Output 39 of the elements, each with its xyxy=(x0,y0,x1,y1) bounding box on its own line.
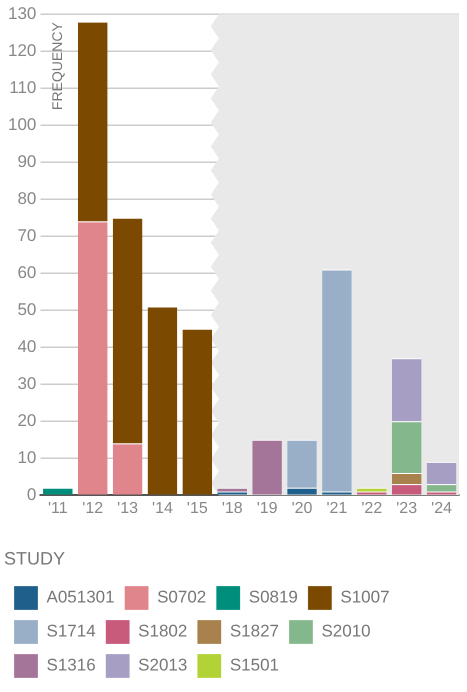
y-tick-label: 50 xyxy=(17,300,36,319)
legend-label: S1802 xyxy=(138,622,188,641)
x-tick-label: '18 xyxy=(222,500,243,518)
y-axis-title: FREQUENCY xyxy=(49,22,66,110)
legend-title: STUDY xyxy=(4,548,66,568)
y-tick-label: 70 xyxy=(17,226,36,245)
y-tick-label: 80 xyxy=(17,188,36,208)
x-tick-label: '12 xyxy=(82,500,104,518)
x-tick-label: '21 xyxy=(326,500,348,518)
legend-label: S1007 xyxy=(340,588,390,607)
x-tick-label: '22 xyxy=(361,500,382,518)
x-tick-label: '20 xyxy=(292,500,313,518)
y-tick-label: 40 xyxy=(17,336,36,356)
legend-label: S1714 xyxy=(46,622,96,641)
y-tick-label: 20 xyxy=(17,410,36,430)
legend-label: S0819 xyxy=(248,588,298,607)
y-tick-label: 100 xyxy=(8,114,36,134)
x-tick-label: '11 xyxy=(48,500,68,518)
y-tick-label: 110 xyxy=(9,78,36,97)
legend-label: S0702 xyxy=(157,588,206,607)
x-tick-label: '15 xyxy=(186,500,208,518)
x-tick-label: '14 xyxy=(152,500,173,518)
x-tick-label: '13 xyxy=(117,500,138,518)
legend-label: A051301 xyxy=(46,588,115,607)
y-tick-label: 90 xyxy=(17,152,36,171)
legend-label: S2013 xyxy=(138,656,188,675)
legend-label: S1316 xyxy=(46,656,96,675)
x-tick-label: '24 xyxy=(431,500,452,518)
x-tick-label: '19 xyxy=(256,500,278,518)
x-tick-label: '23 xyxy=(396,500,418,518)
legend-label: S1501 xyxy=(230,656,279,675)
y-tick-label: 130 xyxy=(8,4,36,23)
y-tick-label: 60 xyxy=(17,262,36,282)
legend-label: S1827 xyxy=(230,622,279,641)
y-tick-label: 120 xyxy=(8,40,36,60)
y-tick-label: 30 xyxy=(17,374,36,393)
y-tick-label: 0 xyxy=(26,484,36,504)
y-tick-label: 10 xyxy=(17,448,36,467)
legend-label: S2010 xyxy=(321,622,371,641)
